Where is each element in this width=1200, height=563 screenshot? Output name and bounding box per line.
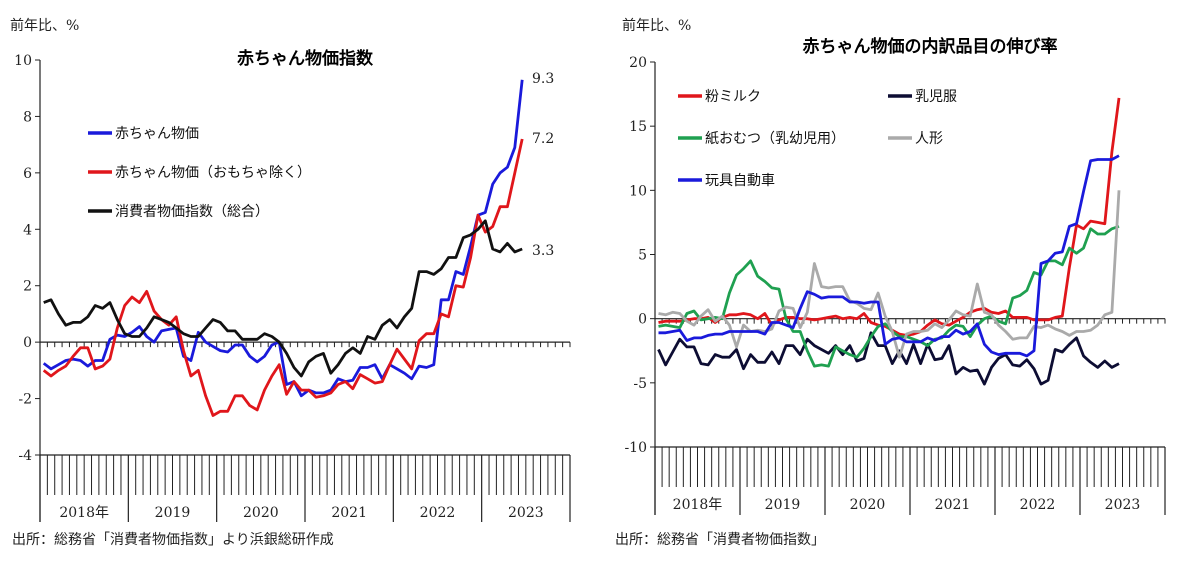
y-tick-label: -10 xyxy=(624,440,647,456)
y-tick-label: -2 xyxy=(18,392,32,408)
end-label-baby: 9.3 xyxy=(532,71,554,87)
x-year-label: 2021 xyxy=(935,497,971,513)
y-tick-label: -4 xyxy=(18,448,32,464)
y-tick-label: 6 xyxy=(23,166,32,182)
chart-title: 赤ちゃん物価指数 xyxy=(237,48,374,69)
x-year-label: 2019 xyxy=(155,505,191,521)
y-tick-label: 10 xyxy=(629,183,647,199)
series-line-2 xyxy=(657,331,1120,386)
x-year-label: 2018年 xyxy=(59,505,109,521)
x-year-label: 2022 xyxy=(420,505,456,521)
y-tick-label: 2 xyxy=(23,279,32,295)
x-year-label: 2020 xyxy=(243,505,279,521)
legend-label: 赤ちゃん物価 xyxy=(115,126,199,142)
series-line-5 xyxy=(658,154,1120,358)
legend-label: 人形 xyxy=(915,131,943,147)
legend-label: 玩具自動車 xyxy=(705,172,775,189)
y-axis-label: 前年比、% xyxy=(10,17,79,34)
x-year-label: 2019 xyxy=(765,497,801,513)
y-tick-label: 10 xyxy=(14,53,32,69)
legend-label: 紙おむつ（乳幼児用） xyxy=(705,131,845,147)
x-year-label: 2018年 xyxy=(673,497,723,513)
source-note: 出所：総務省「消費者物価指数」 xyxy=(615,532,825,548)
chart-left: 前年比、% 赤ちゃん物価指数 出所：総務省「消費者物価指数」より浜銀総研作成 9… xyxy=(10,17,571,548)
x-year-label: 2021 xyxy=(331,505,367,521)
series-line-3 xyxy=(658,224,1120,368)
series-line-2 xyxy=(42,138,524,417)
series-line-4 xyxy=(658,190,1121,359)
end-label-cpi: 3.3 xyxy=(532,243,554,259)
y-tick-label: 0 xyxy=(638,312,647,328)
y-tick-label: 4 xyxy=(23,222,32,238)
source-note: 出所：総務省「消費者物価指数」より浜銀総研作成 xyxy=(12,532,334,548)
x-year-label: 2022 xyxy=(1020,497,1056,513)
y-tick-label: 15 xyxy=(629,119,647,135)
chart-right: 前年比、% 赤ちゃん物価の内訳品目の伸び率 出所：総務省「消費者物価指数」 20… xyxy=(615,17,1166,548)
x-year-label: 2023 xyxy=(508,505,544,521)
y-tick-label: 20 xyxy=(629,55,647,71)
legend-label: 消費者物価指数（総合） xyxy=(115,204,269,220)
y-tick-label: 8 xyxy=(23,109,32,125)
y-tick-label: 0 xyxy=(23,335,32,351)
y-tick-label: 5 xyxy=(638,248,647,264)
x-year-label: 2020 xyxy=(850,497,886,513)
legend-label: 乳児服 xyxy=(915,89,957,105)
end-label-baby-ex-toys: 7.2 xyxy=(532,131,554,147)
y-tick-label: -5 xyxy=(633,376,647,392)
y-axis-label: 前年比、% xyxy=(622,17,691,34)
x-year-label: 2023 xyxy=(1105,497,1141,513)
legend-label: 粉ミルク xyxy=(705,89,761,105)
series-line-3 xyxy=(43,219,523,378)
chart-title: 赤ちゃん物価の内訳品目の伸び率 xyxy=(803,36,1058,57)
legend-label: 赤ちゃん物価（おもちゃ除く） xyxy=(115,165,311,181)
series-line-1 xyxy=(42,79,524,398)
